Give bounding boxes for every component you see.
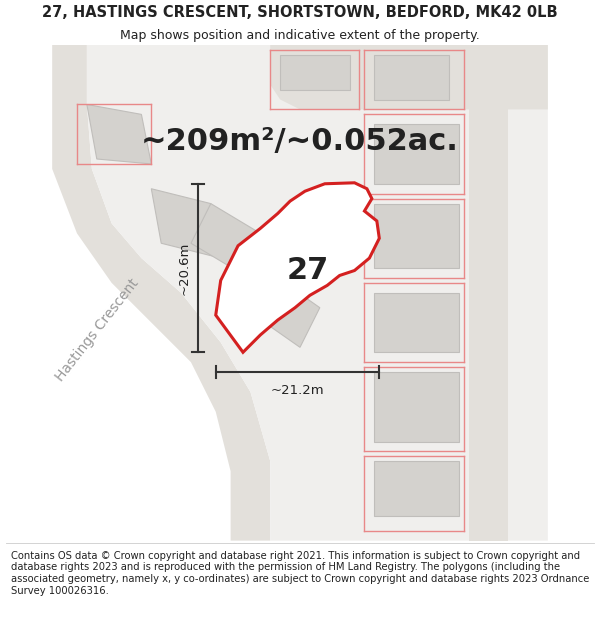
Polygon shape	[191, 204, 260, 273]
Text: ~209m²/~0.052ac.: ~209m²/~0.052ac.	[141, 127, 459, 156]
Text: Contains OS data © Crown copyright and database right 2021. This information is : Contains OS data © Crown copyright and d…	[11, 551, 589, 596]
Polygon shape	[374, 204, 458, 268]
Polygon shape	[374, 55, 449, 99]
Text: 27, HASTINGS CRESCENT, SHORTSTOWN, BEDFORD, MK42 0LB: 27, HASTINGS CRESCENT, SHORTSTOWN, BEDFO…	[42, 5, 558, 20]
Polygon shape	[52, 45, 270, 541]
Polygon shape	[374, 292, 458, 352]
Polygon shape	[374, 461, 458, 516]
Polygon shape	[374, 124, 458, 184]
Polygon shape	[270, 45, 548, 109]
Text: ~20.6m: ~20.6m	[178, 241, 191, 295]
Text: ~21.2m: ~21.2m	[271, 384, 325, 398]
Text: 27: 27	[286, 256, 329, 285]
Polygon shape	[275, 204, 350, 273]
Polygon shape	[216, 182, 379, 352]
Text: Map shows position and indicative extent of the property.: Map shows position and indicative extent…	[120, 29, 480, 42]
Polygon shape	[374, 372, 458, 441]
Text: Hastings Crescent: Hastings Crescent	[53, 276, 141, 384]
Polygon shape	[87, 45, 548, 541]
Polygon shape	[151, 189, 221, 258]
Polygon shape	[250, 273, 320, 348]
Polygon shape	[469, 109, 508, 541]
Polygon shape	[87, 104, 151, 164]
Polygon shape	[280, 55, 350, 89]
